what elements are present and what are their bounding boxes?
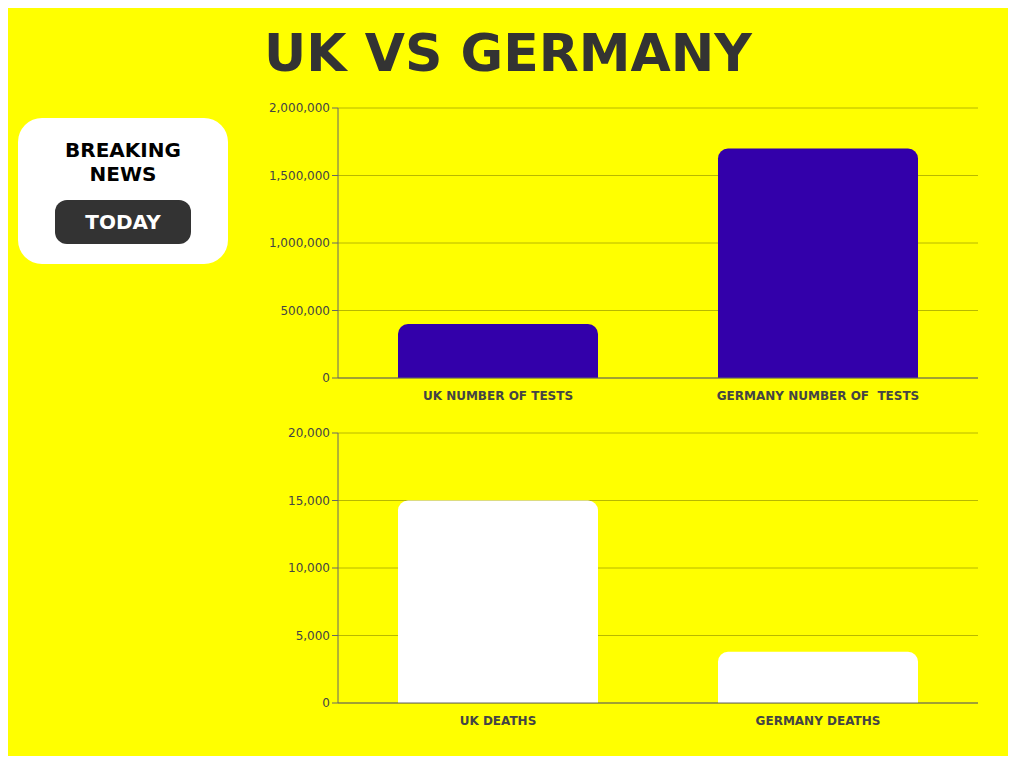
- svg-text:5,000: 5,000: [296, 629, 330, 643]
- svg-text:UK NUMBER OF TESTS: UK NUMBER OF TESTS: [423, 389, 573, 403]
- svg-text:10,000: 10,000: [288, 561, 330, 575]
- html-text:UK VS GERMANY: UK VS GERMANY: [264, 23, 752, 83]
- svg-text:0: 0: [322, 696, 330, 710]
- svg-text:1,000,000: 1,000,000: [269, 236, 330, 250]
- svg-text:0: 0: [322, 371, 330, 385]
- svg-text:20,000: 20,000: [288, 426, 330, 440]
- svg-text:2,000,000: 2,000,000: [269, 101, 330, 115]
- html-text:TODAY: TODAY: [85, 210, 161, 234]
- svg-text:15,000: 15,000: [288, 494, 330, 508]
- svg-text:500,000: 500,000: [280, 304, 330, 318]
- svg-text:GERMANY DEATHS: GERMANY DEATHS: [756, 714, 881, 728]
- svg-text:UK DEATHS: UK DEATHS: [460, 714, 537, 728]
- html-text:BREAKING NEWS: BREAKING NEWS: [65, 138, 181, 186]
- svg-text:GERMANY NUMBER OF TESTS: GERMANY NUMBER OF TESTS: [717, 389, 920, 403]
- svg-text:1,500,000: 1,500,000: [269, 169, 330, 183]
